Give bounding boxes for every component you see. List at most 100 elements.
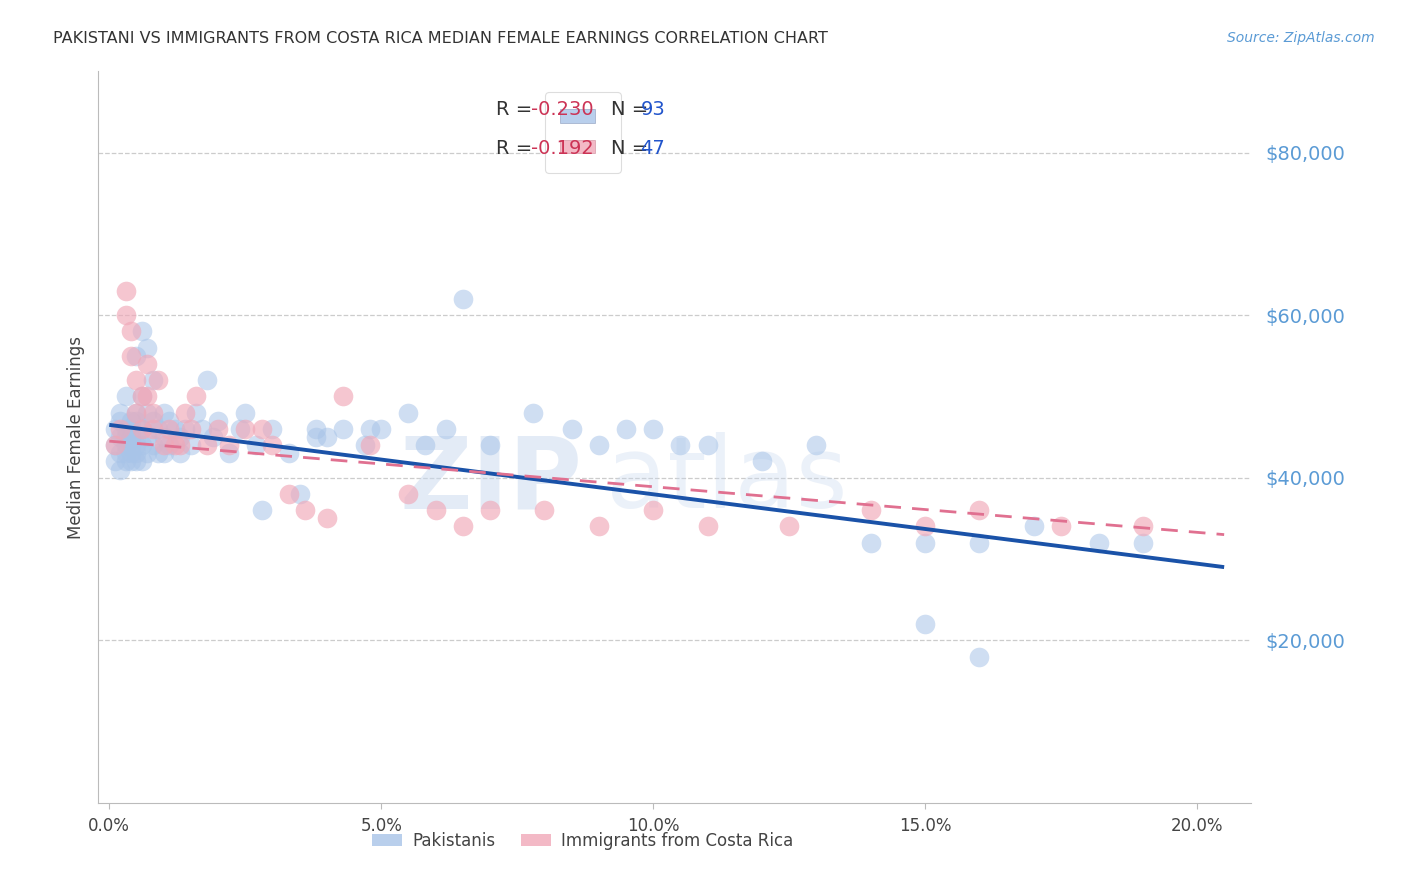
Point	[120, 414, 142, 428]
Point	[262, 422, 284, 436]
Point	[104, 438, 127, 452]
Point	[614, 422, 637, 436]
Point	[120, 430, 142, 444]
Point	[125, 373, 148, 387]
Point	[114, 422, 136, 436]
Text: PAKISTANI VS IMMIGRANTS FROM COSTA RICA MEDIAN FEMALE EARNINGS CORRELATION CHART: PAKISTANI VS IMMIGRANTS FROM COSTA RICA …	[53, 31, 828, 46]
Point	[250, 422, 273, 436]
Point	[108, 422, 131, 436]
Point	[136, 406, 159, 420]
Text: R =: R =	[496, 100, 538, 119]
Point	[114, 454, 136, 468]
Point	[859, 535, 882, 549]
Point	[108, 430, 131, 444]
Point	[969, 649, 991, 664]
Point	[250, 503, 273, 517]
Point	[1022, 519, 1045, 533]
Text: 93: 93	[640, 100, 665, 119]
Text: Source: ZipAtlas.com: Source: ZipAtlas.com	[1227, 31, 1375, 45]
Point	[174, 406, 197, 420]
Point	[136, 389, 159, 403]
Point	[114, 308, 136, 322]
Point	[120, 438, 142, 452]
Point	[315, 511, 337, 525]
Point	[396, 406, 419, 420]
Point	[201, 430, 224, 444]
Point	[157, 414, 180, 428]
Text: R =: R =	[496, 138, 538, 158]
Point	[370, 422, 392, 436]
Point	[131, 325, 153, 339]
Point	[142, 406, 165, 420]
Point	[157, 438, 180, 452]
Text: -0.192: -0.192	[531, 138, 593, 158]
Legend: Pakistanis, Immigrants from Costa Rica: Pakistanis, Immigrants from Costa Rica	[366, 825, 800, 856]
Point	[969, 503, 991, 517]
Point	[751, 454, 773, 468]
Point	[305, 422, 328, 436]
Point	[125, 454, 148, 468]
Text: 47: 47	[640, 138, 665, 158]
Point	[207, 414, 229, 428]
Point	[125, 406, 148, 420]
Point	[451, 292, 474, 306]
Point	[120, 349, 142, 363]
Point	[131, 389, 153, 403]
Point	[120, 325, 142, 339]
Point	[1088, 535, 1111, 549]
Point	[152, 430, 174, 444]
Point	[969, 535, 991, 549]
Point	[288, 487, 311, 501]
Point	[669, 438, 692, 452]
Text: N =: N =	[612, 100, 655, 119]
Point	[174, 422, 197, 436]
Point	[806, 438, 828, 452]
Point	[218, 438, 240, 452]
Point	[396, 487, 419, 501]
Point	[131, 422, 153, 436]
Text: -0.230: -0.230	[531, 100, 593, 119]
Point	[277, 446, 299, 460]
Point	[778, 519, 800, 533]
Point	[696, 438, 718, 452]
Point	[142, 373, 165, 387]
Point	[186, 389, 208, 403]
Point	[413, 438, 436, 452]
Point	[425, 503, 447, 517]
Point	[359, 422, 381, 436]
Point	[315, 430, 337, 444]
Point	[186, 406, 208, 420]
Point	[169, 438, 191, 452]
Point	[136, 357, 159, 371]
Point	[142, 414, 165, 428]
Point	[359, 438, 381, 452]
Point	[131, 438, 153, 452]
Point	[120, 446, 142, 460]
Point	[131, 454, 153, 468]
Point	[305, 430, 328, 444]
Point	[148, 446, 170, 460]
Point	[180, 438, 202, 452]
Point	[195, 438, 218, 452]
Y-axis label: Median Female Earnings: Median Female Earnings	[66, 335, 84, 539]
Point	[643, 503, 665, 517]
Point	[148, 373, 170, 387]
Point	[1132, 519, 1154, 533]
Point	[643, 422, 665, 436]
Point	[588, 519, 610, 533]
Point	[218, 446, 240, 460]
Point	[131, 389, 153, 403]
Point	[859, 503, 882, 517]
Point	[114, 446, 136, 460]
Point	[914, 519, 936, 533]
Point	[125, 446, 148, 460]
Text: atlas: atlas	[606, 433, 848, 530]
Point	[114, 430, 136, 444]
Point	[914, 535, 936, 549]
Point	[125, 414, 148, 428]
Point	[108, 406, 131, 420]
Point	[180, 422, 202, 436]
Point	[169, 430, 191, 444]
Point	[152, 438, 174, 452]
Point	[169, 446, 191, 460]
